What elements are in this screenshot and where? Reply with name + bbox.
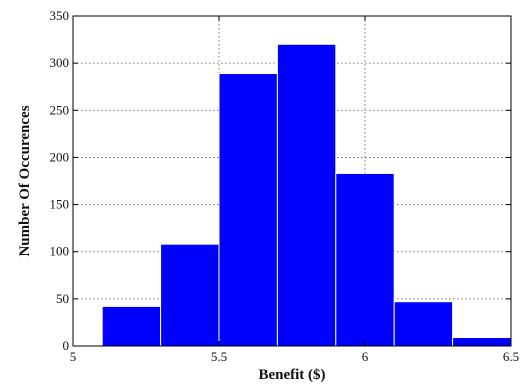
histogram-bar — [160, 243, 220, 347]
y-tick-label: 100 — [50, 244, 70, 259]
y-axis-title: Number Of Occurences — [17, 105, 33, 256]
y-tick-label: 150 — [50, 197, 70, 212]
histogram-bar — [276, 43, 337, 347]
x-tick-label: 5 — [70, 349, 77, 364]
histogram-bar — [101, 305, 162, 347]
x-tick-label: 5.5 — [211, 349, 227, 364]
histogram-bars — [101, 43, 512, 347]
histogram-bar — [335, 172, 395, 347]
histogram-bar — [452, 337, 512, 347]
y-tick-label: 300 — [50, 55, 70, 70]
x-axis-title: Benefit ($) — [258, 367, 325, 383]
axis-ticks: 0 50 100 150 200 250 300 350 5 5.5 6 6.5 — [50, 8, 520, 364]
x-tick-label: 6.5 — [503, 349, 519, 364]
y-tick-label: 200 — [50, 149, 70, 164]
y-tick-label: 350 — [50, 8, 70, 23]
x-tick-label: 6 — [362, 349, 369, 364]
histogram-bar — [218, 73, 278, 347]
y-tick-label: 50 — [56, 291, 69, 306]
plot-frame — [72, 15, 512, 347]
y-tick-label: 250 — [50, 102, 70, 117]
y-tick-label: 0 — [63, 338, 70, 353]
histogram-bar — [393, 301, 454, 347]
